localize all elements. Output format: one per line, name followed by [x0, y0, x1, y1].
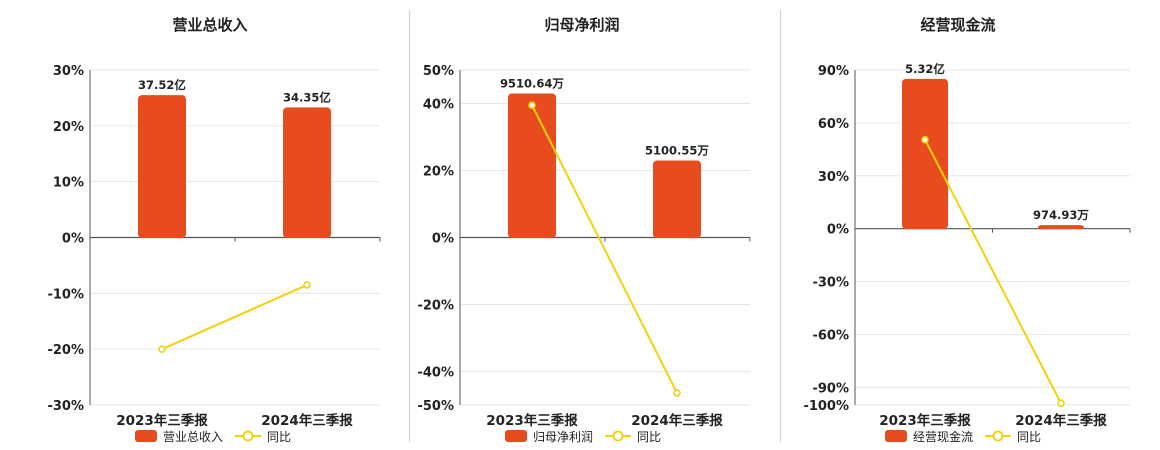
chart-title: 经营现金流: [920, 16, 995, 34]
legend-swatch-marker: [612, 430, 624, 442]
legend-label: 营业总收入: [163, 430, 223, 444]
y-tick-label: 50%: [423, 64, 454, 79]
x-category-label: 2023年三季报: [486, 412, 578, 429]
x-category-label: 2024年三季报: [631, 412, 723, 429]
bar-归母净利润-2023年三季报: [508, 93, 556, 238]
x-category-label: 2023年三季报: [879, 412, 971, 429]
bar-data-label: 34.35亿: [283, 90, 331, 104]
yoy-point-2024年三季报: [1057, 399, 1065, 408]
y-tick-label: 20%: [53, 120, 84, 135]
bar-经营现金流-2024年三季报: [1038, 225, 1084, 230]
y-tick-label: 30%: [53, 64, 84, 79]
y-tick-label: -30%: [812, 276, 849, 291]
yoy-line: [531, 104, 678, 394]
y-tick-label: 0%: [432, 232, 454, 247]
x-category-label: 2023年三季报: [116, 412, 208, 429]
y-tick-label: -50%: [417, 399, 454, 414]
y-tick-label: 0%: [827, 223, 849, 238]
legend-label: 同比: [1017, 430, 1041, 444]
legend-label: 同比: [267, 430, 291, 444]
chart-divider: [780, 10, 781, 442]
legend-swatch-bar: [885, 430, 907, 442]
yoy-point-2024年三季报: [673, 389, 681, 397]
yoy-point-2024年三季报: [303, 281, 311, 289]
bar-营业总收入-2023年三季报: [138, 95, 186, 238]
chart-title: 归母净利润: [544, 16, 619, 34]
legend-swatch-bar: [505, 430, 527, 442]
y-tick-label: 0%: [62, 232, 84, 247]
bar-data-label: 9510.64万: [500, 76, 564, 90]
legend-swatch-marker: [242, 430, 254, 442]
yoy-line: [161, 284, 308, 351]
bar-data-label: 5100.55万: [645, 143, 709, 157]
x-category-label: 2024年三季报: [261, 412, 353, 429]
yoy-point-2023年三季报: [528, 101, 536, 109]
y-tick-label: -90%: [812, 381, 849, 396]
bar-归母净利润-2024年三季报: [653, 160, 701, 238]
y-tick-label: -40%: [417, 366, 454, 381]
y-tick-label: -20%: [47, 343, 84, 358]
legend-swatch-marker: [992, 430, 1004, 442]
y-tick-label: 10%: [53, 176, 84, 191]
y-tick-label: -30%: [47, 399, 84, 414]
bar-营业总收入-2024年三季报: [283, 107, 331, 239]
chart-title: 营业总收入: [172, 16, 247, 34]
y-tick-label: 20%: [423, 165, 454, 180]
yoy-line: [924, 139, 1062, 404]
bar-data-label: 5.32亿: [905, 62, 945, 76]
y-tick-label: 30%: [818, 170, 849, 185]
y-tick-label: -100%: [803, 399, 849, 414]
bar-data-label: 37.52亿: [138, 78, 186, 92]
chart-divider: [409, 10, 410, 442]
yoy-point-2023年三季报: [921, 135, 929, 144]
y-tick-label: 40%: [423, 98, 454, 113]
y-tick-label: -60%: [812, 328, 849, 343]
legend-label: 归母净利润: [533, 430, 593, 444]
legend-label: 同比: [637, 430, 661, 444]
y-tick-label: -20%: [417, 299, 454, 314]
y-tick-label: 60%: [818, 117, 849, 132]
bar-经营现金流-2023年三季报: [902, 78, 948, 230]
x-category-label: 2024年三季报: [1015, 412, 1107, 429]
legend-label: 经营现金流: [913, 429, 973, 444]
yoy-point-2023年三季报: [158, 345, 166, 353]
y-tick-label: -10%: [47, 287, 84, 302]
y-tick-label: 90%: [818, 64, 849, 79]
bar-data-label: 974.93万: [1033, 208, 1089, 222]
legend-swatch-bar: [135, 430, 157, 442]
